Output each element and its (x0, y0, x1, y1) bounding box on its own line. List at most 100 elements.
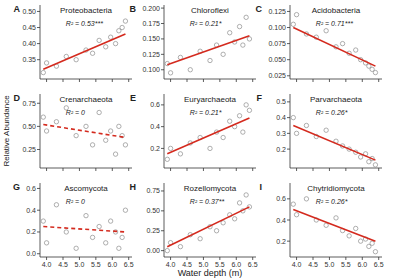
x-tick (79, 257, 80, 260)
marks (165, 103, 252, 162)
y-tick-label: 0.2 (150, 145, 160, 152)
point (373, 70, 377, 74)
y-tick (37, 11, 40, 12)
point (108, 35, 112, 39)
point (113, 152, 117, 156)
x-tick (219, 79, 220, 82)
y-tick-label: 0.75 (146, 187, 160, 194)
point (90, 143, 94, 147)
point (214, 229, 218, 233)
x-tick-label: 6.0 (357, 261, 367, 268)
x-tick-label: 5.5 (91, 261, 101, 268)
y-tick-label: 0.100 (268, 24, 286, 31)
y-tick-label: 0.4 (276, 114, 286, 121)
r-squared: R² = 0.37** (190, 198, 225, 205)
y-tick (287, 27, 290, 28)
x-tick (362, 168, 363, 171)
point (291, 202, 295, 206)
regression-line (43, 125, 125, 138)
x-tick (46, 79, 47, 82)
point (324, 29, 328, 33)
point (291, 22, 295, 26)
x-tick (128, 168, 129, 171)
point (241, 43, 245, 47)
panel: 0.00.20.40.64.04.55.05.56.06.5Ascomycota… (13, 182, 134, 268)
y-tick-label: 0.35 (22, 56, 36, 63)
y-tick (37, 126, 40, 127)
regression-line (167, 207, 249, 247)
point (291, 115, 295, 119)
point (373, 250, 377, 254)
y-tick-label: 0.200 (142, 5, 160, 12)
y-tick (287, 198, 290, 199)
x-tick (203, 257, 204, 260)
y-axis-line (164, 5, 165, 79)
point (104, 45, 108, 49)
point (304, 197, 308, 201)
marks (291, 12, 378, 74)
point (244, 103, 248, 107)
x-tick (252, 79, 253, 82)
r-squared: R² = 0 (66, 198, 85, 205)
y-axis-line (290, 94, 291, 168)
x-tick (128, 79, 129, 82)
x-tick (313, 257, 314, 260)
point (97, 38, 101, 42)
regression-line (293, 209, 375, 241)
point (198, 236, 202, 240)
x-tick (128, 257, 129, 260)
marks (165, 193, 252, 253)
x-axis-line (164, 79, 256, 80)
point (90, 51, 94, 55)
y-tick-label: 0.2 (26, 228, 36, 235)
point (74, 133, 78, 137)
x-tick (378, 168, 379, 171)
panel-title: Ascomycota (64, 184, 108, 193)
regression-line (167, 118, 249, 154)
panel-title: Euryarchaeota (184, 95, 237, 104)
x-tick (296, 257, 297, 260)
point (84, 213, 88, 217)
r-squared: R² = 0 (66, 109, 85, 116)
x-tick (345, 257, 346, 260)
panel: 0.000.250.500.754.04.55.05.56.06.5Rozell… (130, 182, 258, 268)
x-tick (236, 168, 237, 171)
y-tick-label: 0.4 (26, 207, 36, 214)
x-tick (313, 168, 314, 171)
x-tick (112, 79, 113, 82)
y-tick-label: 0.25 (22, 146, 36, 153)
y-tick (161, 210, 164, 211)
x-tick (378, 79, 379, 82)
x-tick (219, 257, 220, 260)
point (117, 124, 121, 128)
x-tick-label: 6.0 (107, 261, 117, 268)
x-tick (79, 79, 80, 82)
marks (41, 19, 128, 75)
point (120, 235, 124, 239)
point (41, 115, 45, 119)
x-tick (296, 168, 297, 171)
x-tick (203, 79, 204, 82)
y-tick (37, 253, 40, 254)
point (294, 213, 298, 217)
point (237, 114, 241, 118)
x-tick (329, 257, 330, 260)
point (188, 68, 192, 72)
x-tick (378, 257, 379, 260)
y-tick-label: 0.25 (146, 227, 160, 234)
panel: 0.20.40.64.04.55.05.56.06.5Chytridiomyco… (259, 182, 383, 268)
panel-letter: F (257, 93, 263, 103)
y-tick (37, 210, 40, 211)
point (178, 152, 182, 156)
point (294, 12, 298, 16)
y-axis-line (40, 5, 41, 79)
y-axis-line (290, 5, 291, 79)
x-tick-label: 4.5 (308, 261, 318, 268)
x-tick (95, 168, 96, 171)
panel-title: Proteobacteria (60, 6, 113, 15)
point (228, 31, 232, 35)
x-tick (219, 168, 220, 171)
regression-line (293, 28, 375, 67)
marks (165, 15, 252, 75)
x-tick (252, 257, 253, 260)
